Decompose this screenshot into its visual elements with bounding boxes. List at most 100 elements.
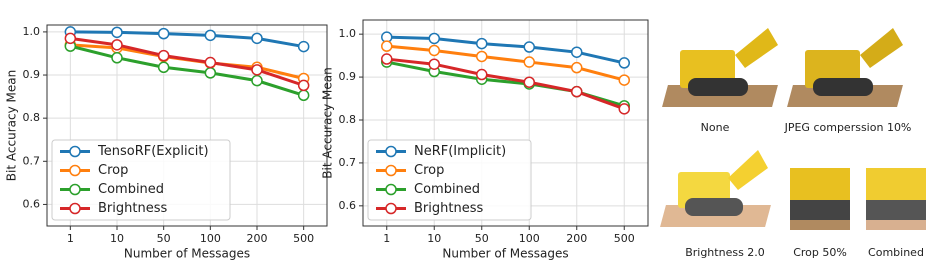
x-tick-label: 50 <box>157 232 171 245</box>
marker <box>204 67 217 79</box>
legend: NeRF(Implicit) Crop Combined Brightness <box>367 139 532 221</box>
plot-frame <box>362 19 649 227</box>
marker <box>111 26 123 39</box>
legend-marker <box>69 164 81 177</box>
series-line <box>386 44 625 82</box>
x-tick-label: 100 <box>200 232 221 245</box>
legend-marker <box>385 202 397 215</box>
y-tick-label: 1.0 <box>339 27 357 40</box>
y-tick-label: 0.7 <box>339 156 357 169</box>
x-tick-label: 500 <box>614 232 635 245</box>
marker <box>571 61 583 74</box>
marker <box>204 29 217 42</box>
caption: Combined <box>868 246 924 259</box>
series-line <box>70 36 305 87</box>
legend-marker <box>385 164 397 177</box>
marker <box>297 79 310 92</box>
marker <box>476 68 488 81</box>
y-tick-label: 0.6 <box>23 197 41 210</box>
y-tick-label: 0.6 <box>339 199 357 212</box>
thumbnail <box>662 28 778 107</box>
plot-frame <box>46 24 328 227</box>
caption: Crop 50% <box>793 246 847 259</box>
marker <box>157 49 170 62</box>
legend-label: Crop <box>98 163 128 178</box>
marker <box>618 103 630 115</box>
caption: JPEG comperssion 10% <box>784 121 912 134</box>
series-line <box>386 35 625 65</box>
marker <box>297 89 310 102</box>
y-tick-label: 0.9 <box>23 68 41 81</box>
marker <box>523 76 535 88</box>
marker <box>523 56 535 68</box>
chart: 0.6 0.7 0.8 0.9 1.0 1 10 50 100 200 500 Number of M… <box>5 24 328 261</box>
x-axis-label: Number of Messages <box>442 247 568 261</box>
y-tick-label: 0.9 <box>339 70 357 83</box>
series-line <box>386 57 625 111</box>
legend: TensoRF(Explicit) Crop Combined Brightness <box>51 139 231 221</box>
marker <box>381 40 393 52</box>
legend-label: Brightness <box>414 201 483 216</box>
legend-label: NeRF(Implicit) <box>414 144 506 159</box>
legend-frame <box>367 139 532 221</box>
marker <box>428 58 440 70</box>
legend-label: Combined <box>414 182 480 197</box>
thumbnail <box>866 168 926 230</box>
legend-frame <box>51 139 231 221</box>
x-tick-label: 1 <box>383 232 390 245</box>
caption: Brightness 2.0 <box>685 246 765 259</box>
marker <box>428 44 440 57</box>
x-tick-label: 200 <box>566 232 587 245</box>
x-tick-label: 1 <box>67 232 74 245</box>
series-line <box>69 44 305 97</box>
y-tick-label: 0.7 <box>23 154 41 167</box>
marker <box>571 85 583 98</box>
y-tick-label: 0.8 <box>339 113 357 126</box>
marker <box>297 40 310 53</box>
x-tick-label: 100 <box>519 232 540 245</box>
x-tick-label: 10 <box>110 232 124 245</box>
y-axis-label: Bit Accuracy Mean <box>5 70 19 181</box>
x-tick-label: 200 <box>247 232 268 245</box>
marker <box>476 37 488 50</box>
legend-label: Brightness <box>98 201 167 216</box>
legend-label: Crop <box>414 163 444 178</box>
image-panel: None JPEG comperssion 10% Brightness 2.0… <box>660 28 926 259</box>
legend-label: TensoRF(Explicit) <box>97 144 209 159</box>
x-tick-label: 50 <box>475 232 489 245</box>
y-tick-label: 1.0 <box>23 25 41 38</box>
marker <box>157 27 170 40</box>
thumbnail <box>660 150 771 227</box>
legend-marker <box>385 183 397 196</box>
marker <box>428 32 440 45</box>
series-line <box>70 30 304 49</box>
chart: 0.6 0.7 0.8 0.9 1.0 1 10 50 100 200 500 Number of M… <box>321 19 649 261</box>
thumbnail <box>790 168 850 230</box>
legend-marker <box>69 183 81 196</box>
series-line <box>386 60 625 108</box>
marker <box>251 74 263 87</box>
y-axis-label: Bit Accuracy Mean <box>321 67 335 178</box>
y-tick-label: 0.8 <box>23 111 41 124</box>
legend-marker <box>69 202 81 215</box>
marker <box>111 39 123 51</box>
legend-label: Combined <box>98 182 164 197</box>
marker <box>476 50 488 63</box>
marker <box>571 46 583 58</box>
marker <box>111 52 123 64</box>
marker <box>618 57 630 69</box>
x-tick-label: 10 <box>427 232 441 245</box>
x-axis-label: Number of Messages <box>124 247 250 261</box>
marker <box>251 32 263 45</box>
marker <box>251 64 263 76</box>
marker <box>157 61 170 74</box>
marker <box>618 74 630 86</box>
legend-marker <box>69 145 81 158</box>
x-tick-label: 500 <box>293 232 314 245</box>
marker <box>381 53 393 65</box>
caption: None <box>701 121 730 134</box>
marker <box>64 32 77 45</box>
legend-marker <box>385 145 397 158</box>
marker <box>204 56 217 69</box>
